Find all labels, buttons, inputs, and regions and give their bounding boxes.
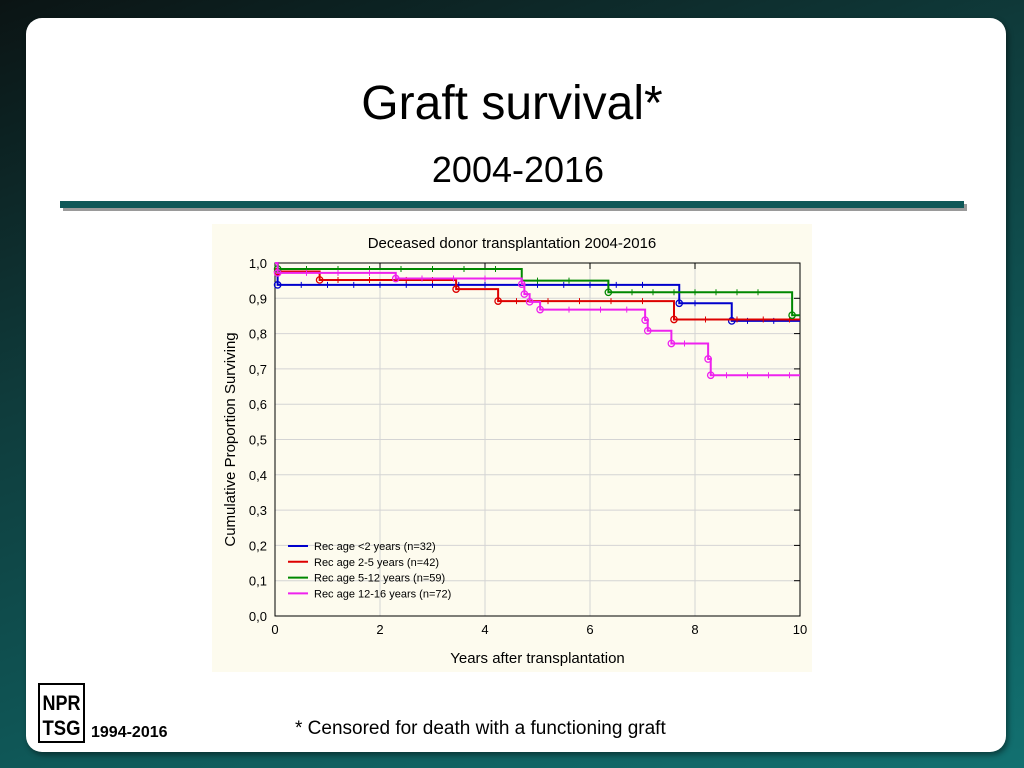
- event-point: [273, 281, 282, 289]
- legend-label: Rec age 2-5 years (n=42): [314, 557, 439, 569]
- logo-text-bottom: TSG: [43, 717, 81, 740]
- event-point: [520, 290, 529, 298]
- event-point: [391, 274, 400, 283]
- survival-chart: 0,0 0,1 0,2 0,3 0,4 0,5 0,6 0,7 0,8 0,9 1,0 0 2 4 6 8 10…: [222, 235, 807, 667]
- chart-title: Deceased donor transplantation 2004-2016: [368, 235, 657, 252]
- event-point: [494, 297, 502, 305]
- x-tick-label: 8: [691, 622, 698, 637]
- y-tick-label: 0,1: [249, 574, 267, 589]
- event-point: [315, 276, 324, 284]
- event-point: [706, 371, 715, 380]
- event-point: [273, 269, 282, 277]
- y-axis-label: Cumulative Proportion Surviving: [222, 332, 239, 546]
- event-point: [641, 316, 649, 325]
- y-tick-label: 0,5: [249, 433, 267, 448]
- event-point: [536, 305, 544, 314]
- y-tick-label: 0,6: [249, 397, 267, 412]
- y-tick-label: 1,0: [249, 256, 267, 271]
- x-tick-label: 6: [586, 622, 593, 637]
- title-rule: [60, 201, 964, 208]
- legend-label: Rec age 12-16 years (n=72): [314, 588, 451, 600]
- legend-label: Rec age <2 years (n=32): [314, 541, 436, 553]
- legend-label: Rec age 5-12 years (n=59): [314, 573, 445, 585]
- series-line-4: [275, 262, 800, 377]
- event-point: [517, 280, 526, 289]
- footer-years: 1994-2016: [91, 724, 168, 741]
- y-tick-label: 0,3: [249, 503, 267, 518]
- y-tick-label: 0,7: [249, 362, 267, 377]
- event-point: [604, 288, 613, 297]
- legend: Rec age <2 years (n=32) Rec age 2-5 years…: [288, 541, 451, 600]
- event-point: [643, 326, 652, 335]
- plot-frame: [274, 262, 801, 617]
- x-tick-label: 2: [376, 622, 383, 637]
- footnote: * Censored for death with a functioning …: [295, 718, 666, 739]
- event-point: [667, 339, 676, 348]
- nprtsg-logo: NPR TSG: [38, 683, 85, 743]
- event-point: [788, 311, 796, 320]
- event-point: [452, 285, 460, 293]
- x-axis-label: Years after transplantation: [450, 650, 625, 667]
- y-tick-label: 0,0: [249, 609, 267, 624]
- event-point: [675, 299, 684, 308]
- y-tick-label: 0,9: [249, 291, 267, 306]
- x-tick-label: 4: [481, 622, 488, 637]
- slide-title: Graft survival*: [361, 77, 663, 130]
- logo-text-top: NPR: [43, 692, 81, 715]
- y-tick-label: 0,4: [249, 468, 267, 483]
- x-tick-label: 10: [793, 622, 807, 637]
- slide-subtitle: 2004-2016: [431, 149, 605, 190]
- x-tick-label: 0: [271, 622, 278, 637]
- event-point: [670, 315, 678, 324]
- event-point: [704, 355, 712, 363]
- event-point: [525, 297, 534, 306]
- event-point: [727, 317, 736, 325]
- y-tick-label: 0,2: [249, 538, 267, 553]
- y-tick-label: 0,8: [249, 327, 267, 342]
